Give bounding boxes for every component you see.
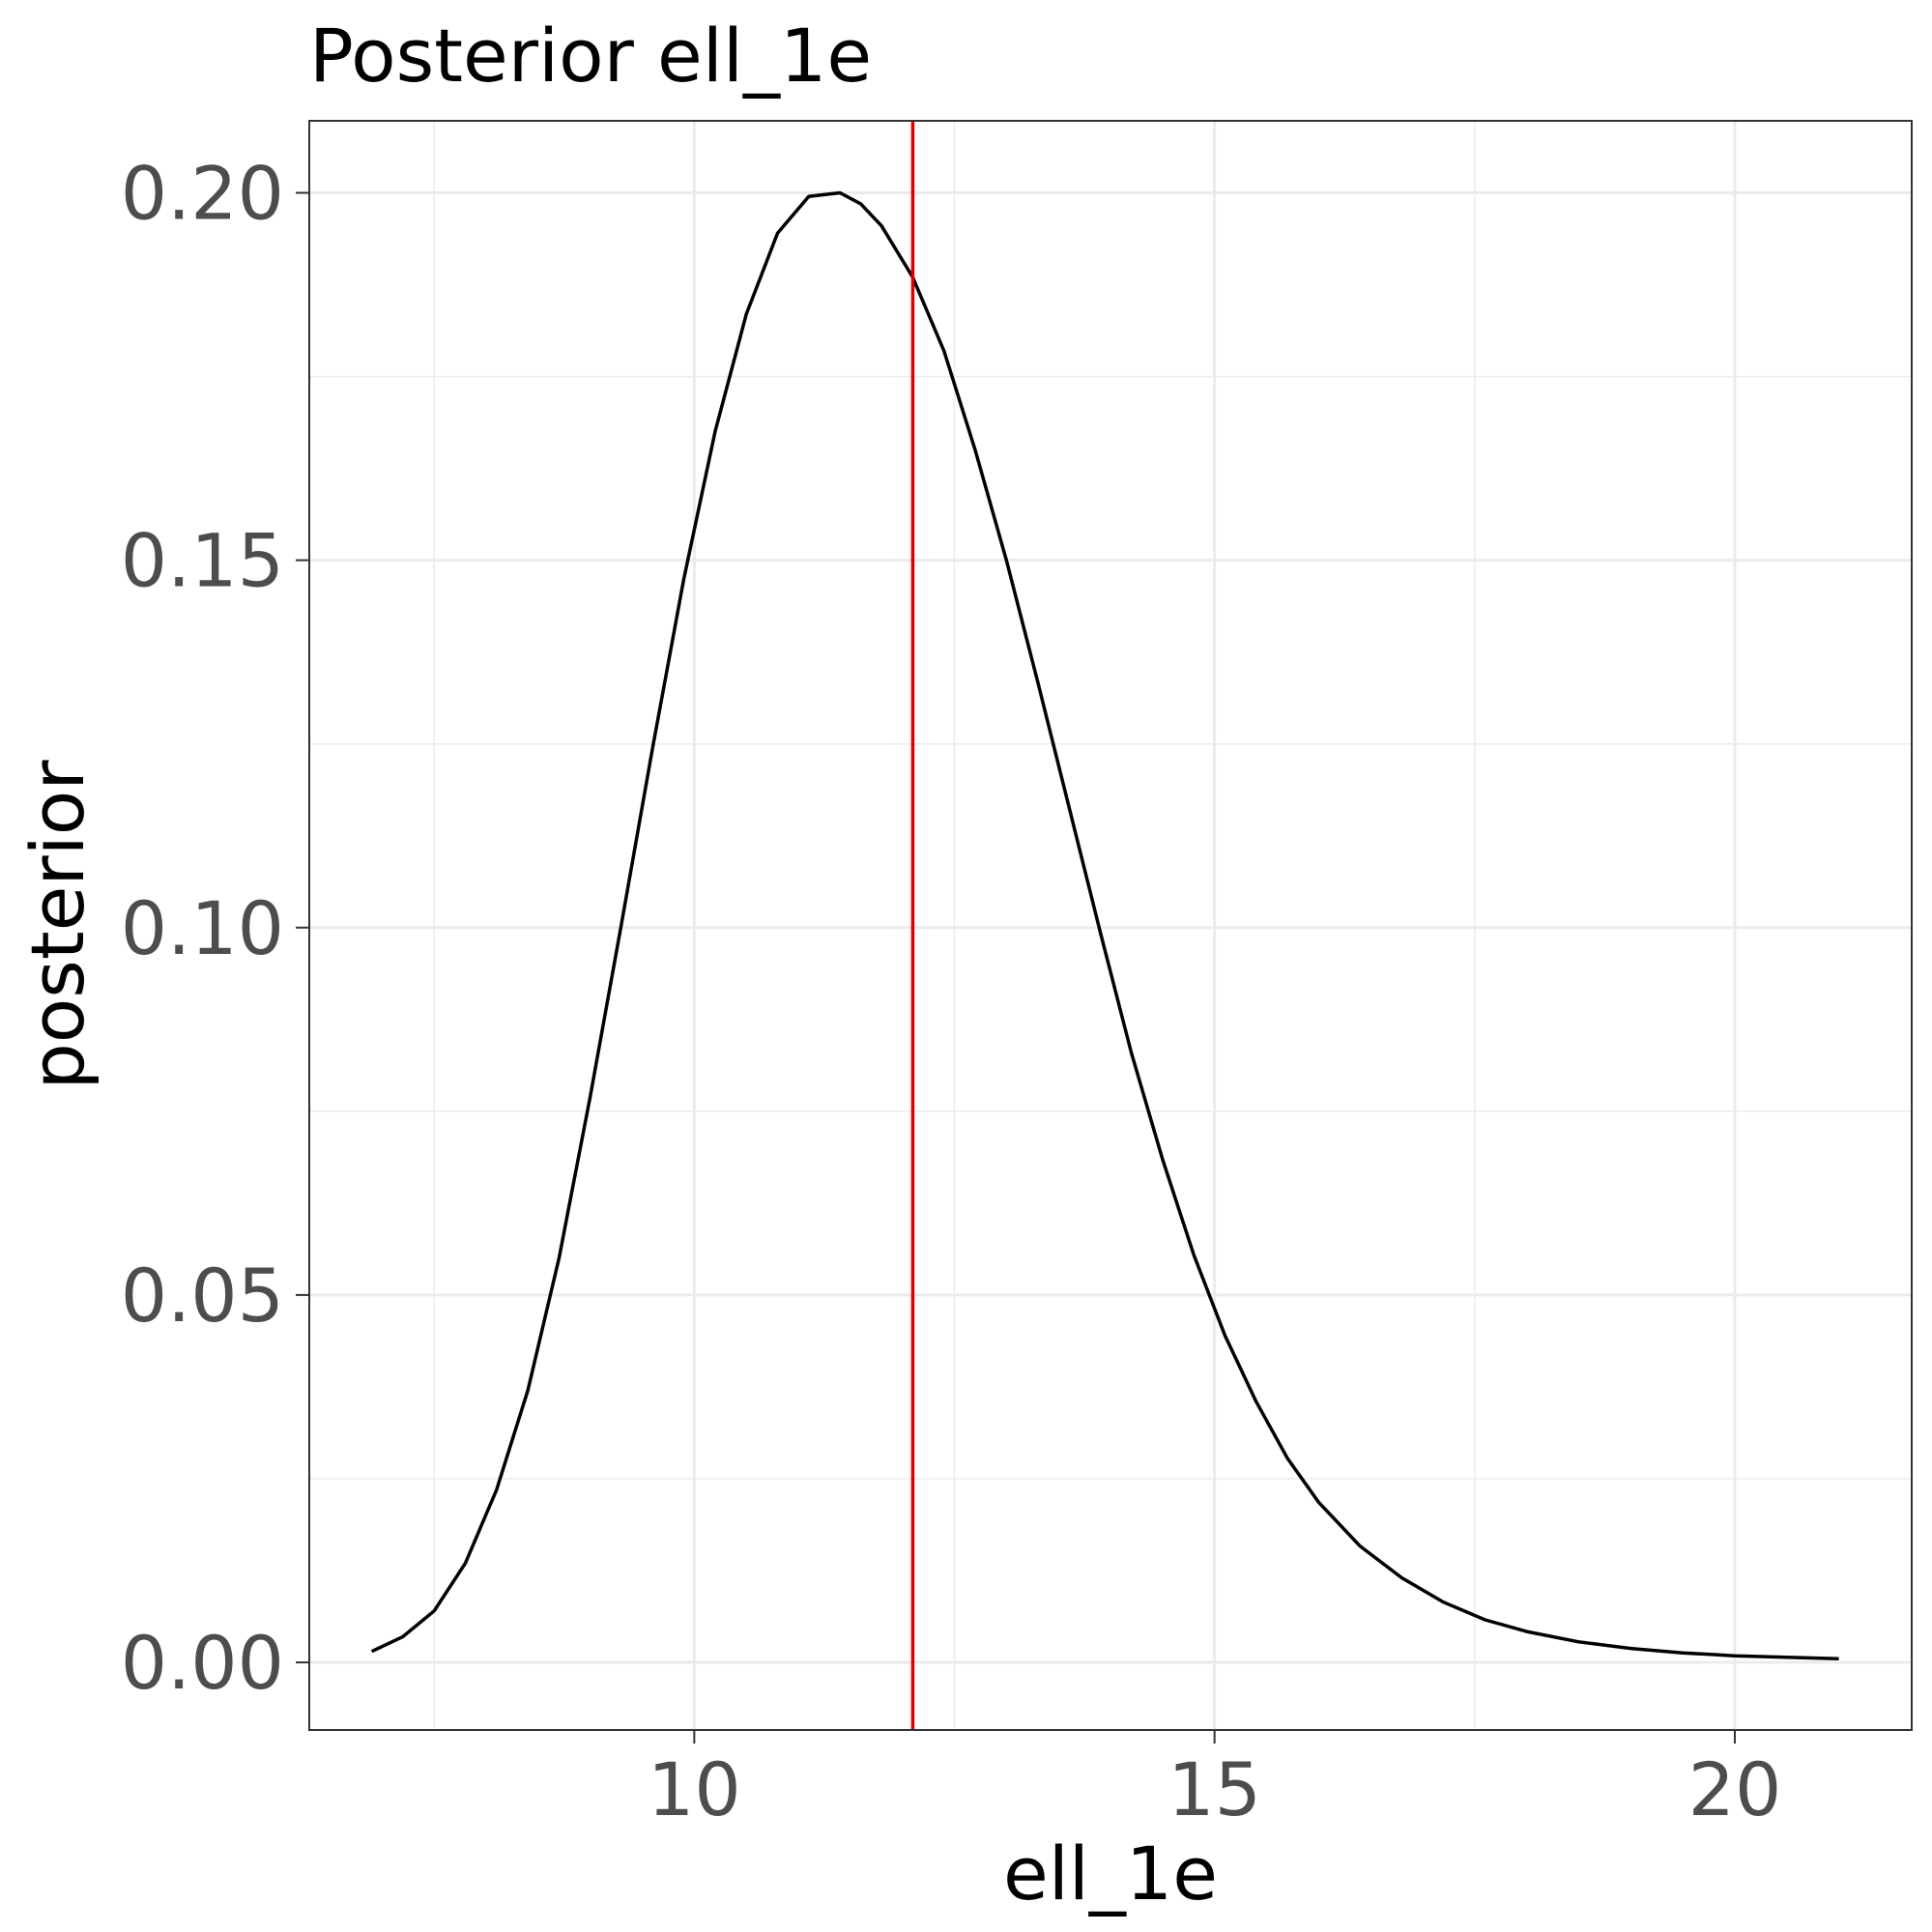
posterior-density-line <box>370 190 1839 1661</box>
x-axis-ticks: 10 15 20 <box>648 1730 1781 1832</box>
y-axis-ticks: 0.00 0.05 0.10 0.15 0.20 <box>121 151 309 1706</box>
panel-border <box>308 120 1913 1731</box>
y-axis-title: posterior <box>14 760 101 1090</box>
x-tick-label: 10 <box>648 1746 741 1832</box>
chart-title: Posterior ell_1e <box>309 13 872 99</box>
x-axis-title: ell_1e <box>1003 1831 1218 1917</box>
major-gridlines <box>309 121 1912 1730</box>
y-tick-label: 0.20 <box>121 151 284 237</box>
x-tick-label: 20 <box>1688 1746 1782 1832</box>
x-tick-label: 15 <box>1168 1746 1261 1832</box>
y-tick-label: 0.05 <box>121 1253 284 1339</box>
panel-background <box>309 121 1912 1730</box>
y-tick-label: 0.00 <box>121 1620 284 1706</box>
y-tick-label: 0.10 <box>121 885 284 971</box>
y-tick-label: 0.15 <box>121 518 284 604</box>
